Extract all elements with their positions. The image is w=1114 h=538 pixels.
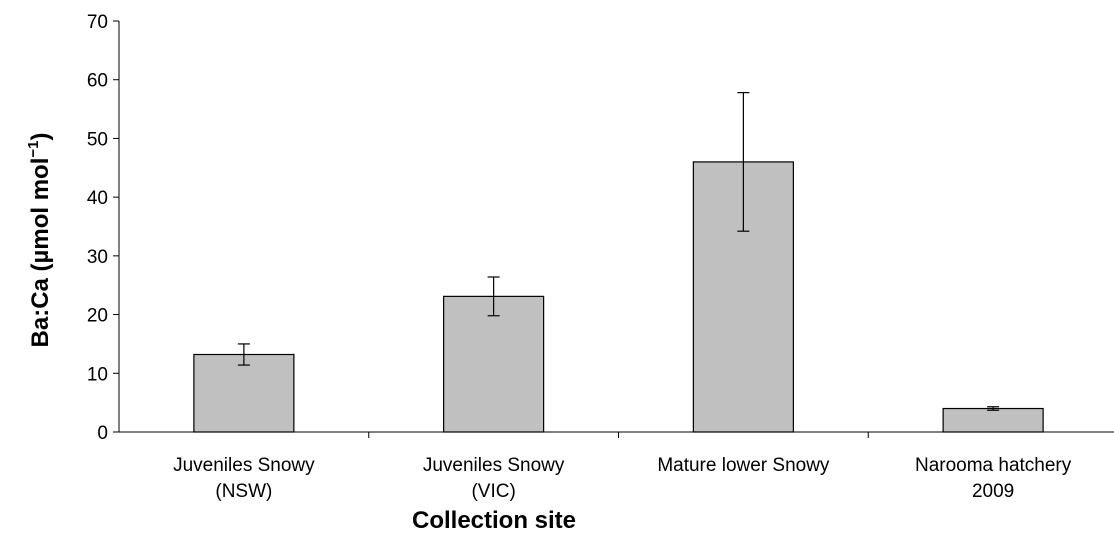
x-category-label: Juveniles Snowy (NSW): [173, 455, 315, 502]
y-axis-title: Ba:Ca (µmol mol−1): [25, 133, 54, 348]
y-tick-label: 50: [87, 129, 108, 150]
x-category-label: Juveniles Snowy (VIC): [423, 455, 565, 502]
y-tick-label: 20: [87, 306, 108, 327]
error-bar: [737, 92, 750, 232]
y-tick-label: 70: [87, 12, 108, 33]
x-category-label: Narooma hatchery 2009: [915, 455, 1072, 502]
y-tick-label: 0: [97, 423, 108, 444]
x-axis: Juveniles Snowy (NSW) Juveniles Snowy (VIC)…: [119, 431, 1114, 502]
error-bar: [237, 343, 250, 366]
bars: [193, 92, 1044, 433]
bar: [443, 295, 545, 433]
bar: [193, 353, 295, 433]
x-category-label: Mature lower Snowy: [657, 455, 830, 476]
x-axis-title: Collection site: [412, 507, 576, 534]
error-bar: [487, 276, 500, 317]
error-bar: [987, 406, 1000, 411]
y-axis-title-main: Ba:Ca (µmol mol: [27, 158, 54, 348]
y-tick-label: 10: [87, 364, 108, 385]
y-tick-label: 60: [87, 71, 108, 92]
y-tick-label: 30: [87, 247, 108, 268]
y-tick-label: 40: [87, 188, 108, 209]
y-axis-title-close: ): [27, 133, 54, 141]
y-axis: 0 10 20 30 40 50 60 70: [87, 12, 120, 444]
bar: [942, 407, 1044, 433]
y-axis-title-superscript: −1: [25, 141, 42, 158]
